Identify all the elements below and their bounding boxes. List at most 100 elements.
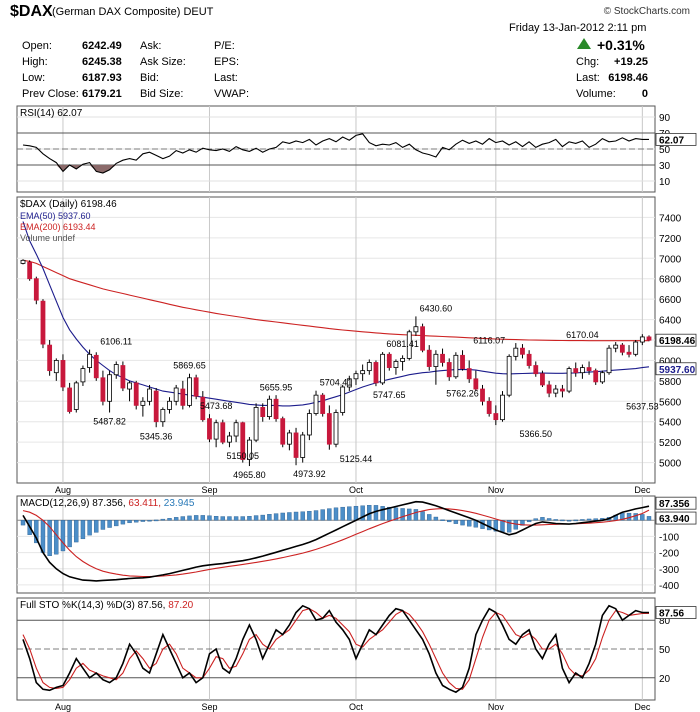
- candle-body: [466, 368, 472, 380]
- candle-body: [520, 347, 525, 355]
- macd-histogram-bar: [500, 520, 505, 532]
- macd-histogram-bar: [533, 518, 538, 521]
- last-price-tag-box: [655, 333, 697, 347]
- stoch-tick-label: 50: [659, 645, 671, 656]
- candle-body: [406, 331, 412, 359]
- candle-body: [47, 344, 53, 372]
- macd-histogram-bar: [20, 520, 26, 526]
- macd-histogram-bar: [340, 506, 345, 521]
- candle-body: [120, 365, 126, 389]
- macd-histogram-bar: [360, 505, 365, 521]
- candle-body: [193, 377, 199, 397]
- price-annotation: 6430.60: [420, 303, 453, 313]
- ema50-tag: 5937.60: [659, 365, 696, 376]
- macd-histogram-bar: [47, 520, 52, 557]
- macd-histogram-bar: [127, 520, 132, 524]
- macd-histogram-bar: [573, 519, 578, 522]
- candle-body: [153, 390, 159, 423]
- price-annotation: 5704.41: [320, 378, 353, 388]
- macd-last-value: 87.356: [659, 499, 690, 510]
- price-annotation: 6081.41: [386, 339, 419, 349]
- open-value: 6242.49: [82, 40, 122, 52]
- candle-body: [20, 259, 26, 264]
- macd-histogram-bar: [387, 506, 392, 521]
- macd-histogram-bar: [560, 519, 565, 522]
- month-label-bottom: Dec: [634, 702, 651, 712]
- rsi-last-value-box: [655, 132, 697, 146]
- candle-body: [173, 387, 179, 402]
- macd-histogram-bar: [466, 520, 472, 527]
- ema50-line: [22, 221, 650, 407]
- candle-body: [546, 384, 552, 394]
- macd-histogram-bar: [167, 518, 172, 521]
- macd-histogram-bar: [280, 512, 285, 521]
- month-label-bottom: Sep: [201, 702, 217, 712]
- macd-histogram-bar: [327, 508, 332, 521]
- macd-histogram-bar: [74, 520, 79, 543]
- candle-body: [639, 336, 645, 343]
- candle-body: [100, 377, 106, 402]
- macd-histogram-bar: [380, 506, 385, 521]
- month-label: Sep: [201, 485, 217, 495]
- stoch-last-value: 87.56: [659, 609, 684, 620]
- price-annotation: 5762.26: [446, 389, 479, 399]
- candle-body: [67, 387, 73, 412]
- candle-body: [400, 357, 405, 362]
- price-tick-label: 6600: [659, 295, 682, 306]
- macd-histogram-bar: [453, 520, 459, 524]
- rsi-line: [22, 133, 649, 174]
- up-arrow-icon: [577, 38, 591, 49]
- brand-label: © StockCharts.com: [603, 6, 690, 17]
- macd-histogram-bar: [373, 505, 379, 521]
- candle-body: [460, 354, 465, 370]
- macd-histogram-bar: [420, 511, 425, 521]
- candle-body: [187, 377, 192, 406]
- datetime: Friday 13-Jan-2012 2:11 pm: [509, 22, 647, 34]
- macd-histogram-bar: [153, 519, 159, 522]
- macd-histogram-bar: [333, 507, 339, 521]
- price-annotation: 5366.50: [520, 429, 553, 439]
- ask-label: Ask:: [140, 40, 162, 52]
- candle-body: [87, 353, 92, 368]
- macd-histogram-bar: [193, 515, 199, 521]
- candle-body: [160, 409, 166, 423]
- macd-tick-label: -400: [659, 581, 679, 592]
- price-tick-label: 7200: [659, 234, 682, 245]
- candle-body: [220, 422, 226, 443]
- price-tick-label: 6800: [659, 275, 682, 286]
- candle-body: [33, 278, 39, 301]
- quote-header: $DAX (German DAX Composite) DEUT © Stock…: [0, 0, 700, 104]
- candle-body: [486, 400, 492, 414]
- stoch-legend: Full STO %K(14,3) %D(3) 87.56, 87.20: [20, 600, 194, 611]
- candle-body: [286, 432, 292, 445]
- candle-body: [440, 353, 445, 363]
- candle-body: [453, 354, 459, 378]
- rsi-legend: RSI(14) 62.07: [20, 108, 83, 119]
- macd-histogram-bar: [100, 520, 106, 530]
- candle-body: [593, 370, 599, 383]
- high-label: High:: [22, 56, 48, 68]
- macd-histogram-bar: [447, 520, 452, 523]
- candle-body: [366, 362, 372, 372]
- stoch-k-line: [22, 604, 649, 694]
- macd-histogram-bar: [173, 517, 179, 521]
- macd-histogram-bar: [80, 520, 86, 540]
- macd-histogram-bar: [506, 520, 512, 533]
- price-tick-label: 5200: [659, 438, 682, 449]
- month-label: Aug: [55, 485, 71, 495]
- candle-body: [320, 394, 326, 414]
- macd-histogram-bar: [67, 520, 72, 548]
- candle-body: [540, 373, 545, 386]
- last-value: 6198.46: [608, 72, 648, 84]
- candle-body: [107, 374, 112, 402]
- macd-histogram-bar: [207, 515, 212, 521]
- macd-histogram-bar: [520, 520, 525, 526]
- candle-body: [413, 326, 419, 333]
- macd-histogram-bar: [580, 519, 585, 521]
- price-annotation: 5150.05: [226, 451, 259, 461]
- candle-body: [73, 382, 79, 410]
- macd-histogram-bar: [546, 518, 552, 521]
- macd-histogram-bar: [460, 520, 465, 526]
- candle-body: [293, 432, 299, 458]
- candle-body: [580, 367, 585, 374]
